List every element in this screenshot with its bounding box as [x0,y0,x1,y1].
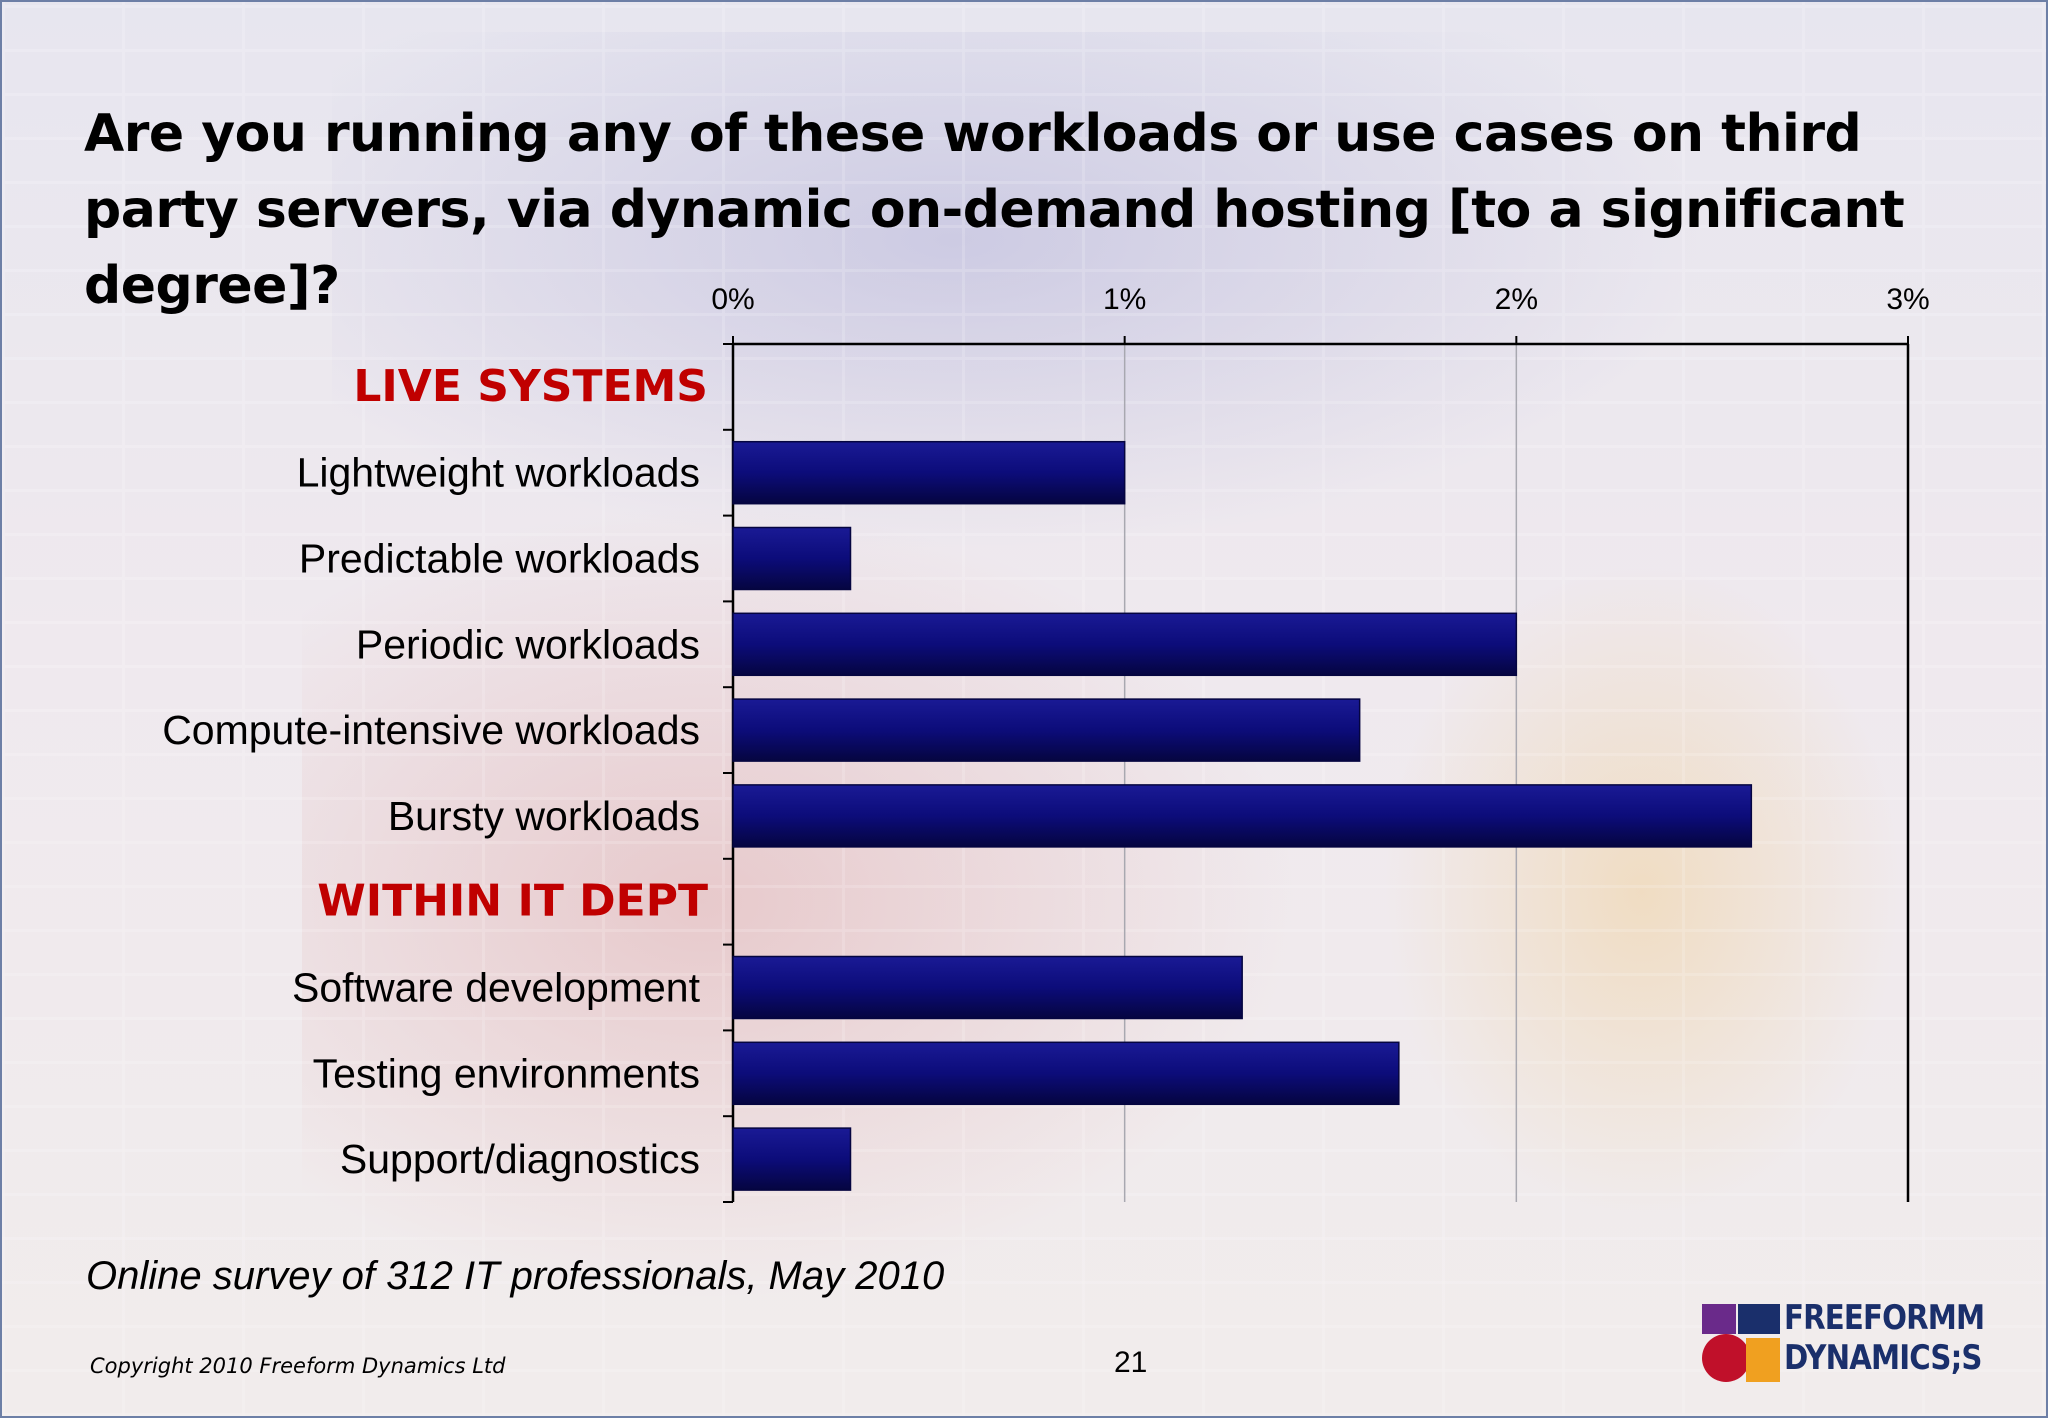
x-tick-label: 1% [1103,283,1146,316]
group-header: LIVE SYSTEMS [353,361,708,412]
group-header: WITHIN IT DEPT [317,876,708,927]
freeform-dynamics-logo: FREEFORMM DYNAMICS;S [1700,1298,2010,1388]
logo-wordmark: FREEFORMM DYNAMICS;S [1784,1298,1985,1378]
logo-line-1: FREEFORMM [1784,1298,1985,1338]
logo-mark-icon [1702,1304,1780,1382]
bar [732,526,852,591]
category-label: Periodic workloads [356,621,700,667]
x-tick-label: 0% [711,283,754,316]
page-number: 21 [1114,1346,1148,1379]
x-tick-label: 2% [1495,283,1538,316]
x-tick-label: 3% [1886,283,1929,316]
bar [732,612,1518,677]
slide-title: Are you running any of these workloads o… [84,104,1905,316]
copyright-notice: Copyright 2010 Freeform Dynamics Ltd [90,1354,506,1378]
bar [732,955,1243,1020]
survey-note: Online survey of 312 IT professionals, M… [86,1254,945,1298]
bar [732,698,1361,762]
category-label: Predictable workloads [299,536,700,582]
category-label: Support/diagnostics [340,1136,700,1182]
category-label: Compute-intensive workloads [162,707,700,753]
category-label: Bursty workloads [388,793,700,839]
bar [732,784,1753,848]
category-label: Software development [292,965,701,1011]
bar [732,1127,852,1191]
logo-line-2: DYNAMICS;S [1784,1338,1982,1378]
category-label: Lightweight workloads [297,450,700,496]
bar [732,440,1126,505]
bar [732,1041,1400,1106]
category-label: Testing environments [313,1050,700,1096]
